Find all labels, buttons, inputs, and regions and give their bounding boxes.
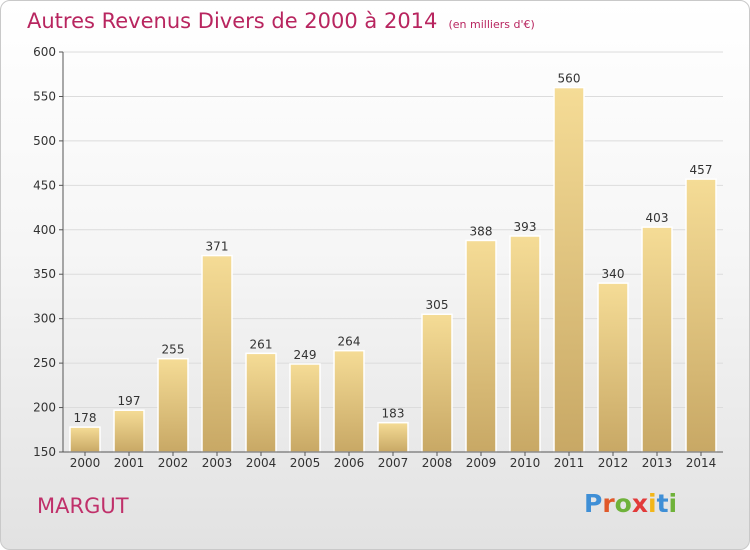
bar-2007 [377, 421, 409, 453]
bar-2006 [333, 349, 365, 453]
y-tick-label: 500 [33, 134, 56, 148]
bar-2005 [289, 363, 321, 453]
y-tick-label: 250 [33, 356, 56, 370]
x-tick-label: 2010 [510, 456, 541, 470]
bar-value-label: 255 [162, 343, 185, 357]
y-tick-label: 300 [33, 312, 56, 326]
bar-2013 [641, 226, 673, 453]
y-tick-label: 450 [33, 178, 56, 192]
bar-2000 [69, 426, 101, 453]
x-tick-label: 2002 [158, 456, 189, 470]
y-tick-label: 350 [33, 267, 56, 281]
x-tick-label: 2012 [598, 456, 629, 470]
bar-2002 [157, 357, 189, 453]
x-tick-label: 2001 [114, 456, 145, 470]
bar-value-label: 457 [690, 163, 713, 177]
bar-value-label: 261 [250, 337, 273, 351]
y-tick-label: 600 [33, 45, 56, 59]
logo-letter: i [648, 489, 657, 518]
y-tick-label: 150 [33, 445, 56, 459]
logo-letter: P [584, 489, 603, 518]
x-tick-label: 2000 [70, 456, 101, 470]
x-tick-label: 2011 [554, 456, 585, 470]
bar-value-label: 388 [470, 224, 493, 238]
x-tick-label: 2005 [290, 456, 321, 470]
x-tick-label: 2003 [202, 456, 233, 470]
x-tick-label: 2014 [686, 456, 717, 470]
bar-2003 [201, 254, 233, 453]
logo-letter: r [602, 489, 615, 518]
commune-name: MARGUT [37, 494, 129, 518]
logo-letter: i [668, 489, 678, 518]
bar-value-label: 305 [426, 298, 449, 312]
x-tick-label: 2013 [642, 456, 673, 470]
bar-2008 [421, 313, 453, 453]
x-tick-label: 2007 [378, 456, 409, 470]
bar-2010 [509, 235, 541, 453]
x-tick-label: 2006 [334, 456, 365, 470]
bar-value-label: 264 [338, 335, 361, 349]
bar-2004 [245, 352, 277, 453]
y-tick-label: 400 [33, 223, 56, 237]
logo-letter: x [631, 489, 648, 518]
proxiti-logo: Proxiti [584, 489, 677, 518]
bar-2012 [597, 282, 629, 453]
bar-value-label: 393 [514, 220, 537, 234]
bar-value-label: 178 [74, 411, 97, 425]
chart-title: Autres Revenus Divers de 2000 à 2014 (en… [27, 9, 535, 33]
y-tick-label: 550 [33, 89, 56, 103]
bar-value-label: 560 [558, 72, 581, 86]
bar-value-label: 197 [118, 394, 141, 408]
x-tick-label: 2008 [422, 456, 453, 470]
subtitle-text: (en milliers d'€) [448, 18, 535, 31]
bar-value-label: 249 [294, 348, 317, 362]
logo-letter: t [656, 489, 669, 518]
bar-2001 [113, 409, 145, 453]
x-tick-label: 2004 [246, 456, 277, 470]
bar-value-label: 371 [206, 240, 229, 254]
bar-value-label: 183 [382, 407, 405, 421]
logo-letter: o [614, 489, 632, 518]
bar-value-label: 403 [646, 211, 669, 225]
y-tick-label: 200 [33, 401, 56, 415]
bar-2009 [465, 239, 497, 453]
x-tick-label: 2009 [466, 456, 497, 470]
title-text: Autres Revenus Divers de 2000 à 2014 [27, 9, 438, 33]
bar-2011 [553, 86, 585, 453]
bar-value-label: 340 [602, 267, 625, 281]
bar-2014 [685, 178, 717, 453]
